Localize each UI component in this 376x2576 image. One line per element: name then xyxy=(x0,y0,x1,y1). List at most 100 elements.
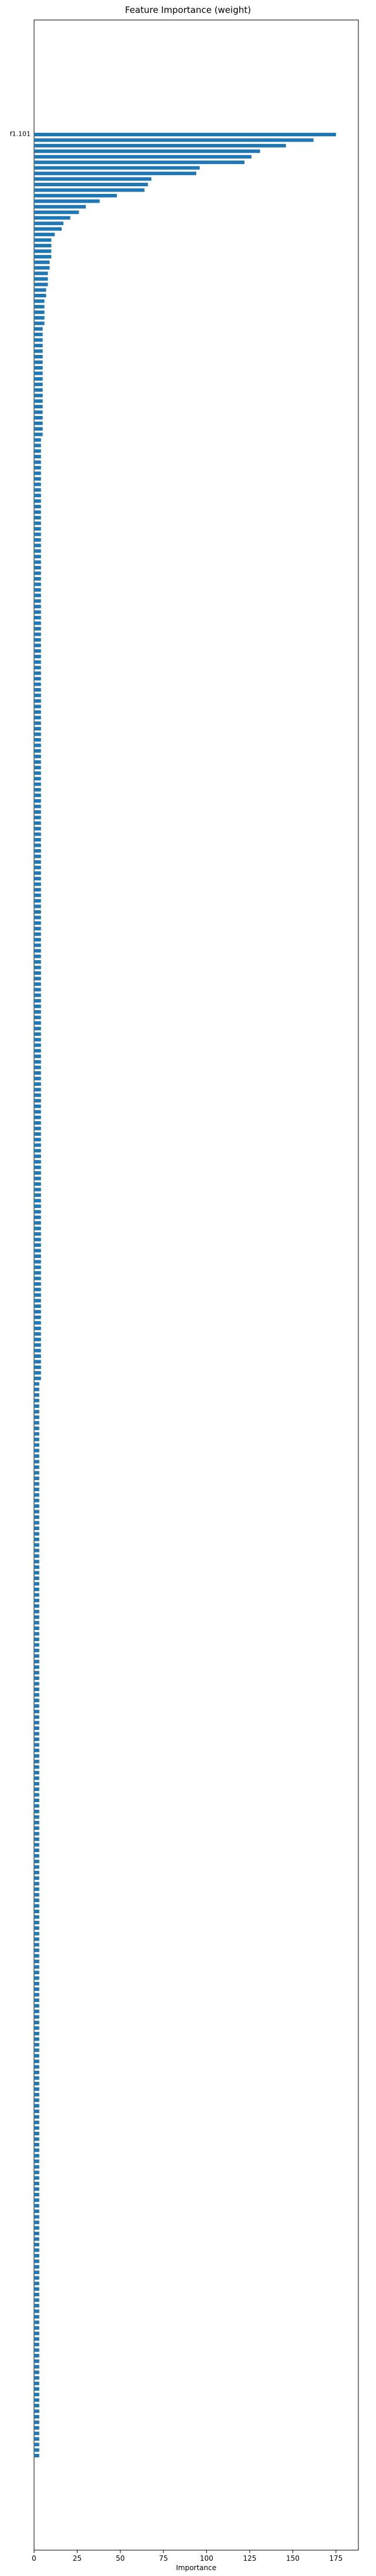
bar xyxy=(34,1865,39,1869)
bar xyxy=(34,2132,39,2135)
chart-title: Feature Importance (weight) xyxy=(125,5,251,15)
bar xyxy=(34,1893,39,1897)
bar xyxy=(34,1326,41,1330)
bar xyxy=(34,1849,39,1853)
bar xyxy=(34,421,43,425)
bar xyxy=(34,988,41,992)
bar xyxy=(34,610,41,614)
bars-layer xyxy=(34,133,336,2458)
bar xyxy=(34,1981,39,1985)
bar xyxy=(34,1632,39,1636)
bar xyxy=(34,1093,41,1097)
bar xyxy=(34,2309,39,2313)
bar xyxy=(34,1360,41,1364)
bar xyxy=(34,960,41,964)
bar xyxy=(34,1110,41,1114)
bar xyxy=(34,1232,41,1236)
bar xyxy=(34,2126,39,2130)
bar xyxy=(34,632,41,636)
bar xyxy=(34,1354,41,1358)
bar xyxy=(34,1310,41,1314)
bar xyxy=(34,204,86,209)
bar xyxy=(34,616,41,620)
bar xyxy=(34,938,41,942)
bar xyxy=(34,1487,39,1491)
bar xyxy=(34,710,41,714)
bar xyxy=(34,2315,39,2319)
bar xyxy=(34,2354,39,2357)
bar xyxy=(34,1976,39,1980)
bar xyxy=(34,2248,39,2252)
bar xyxy=(34,1088,41,1092)
bar xyxy=(34,1876,39,1880)
bar xyxy=(34,1221,41,1225)
bar xyxy=(34,2171,39,2175)
bar xyxy=(34,260,50,264)
bar xyxy=(34,866,41,870)
bar xyxy=(34,1271,41,1275)
bar xyxy=(34,1260,41,1264)
bar xyxy=(34,1160,41,1164)
bar xyxy=(34,365,43,370)
bar xyxy=(34,977,41,981)
bar xyxy=(34,1943,39,1947)
bar xyxy=(34,1027,41,1031)
bar xyxy=(34,893,41,897)
bar xyxy=(34,2071,39,2075)
bar xyxy=(34,2364,39,2369)
bar xyxy=(34,1609,39,1614)
bar xyxy=(34,716,41,720)
bar xyxy=(34,1799,39,1802)
bar xyxy=(34,777,41,781)
bar xyxy=(34,449,41,453)
bar xyxy=(34,2332,39,2336)
bar xyxy=(34,233,55,237)
bar xyxy=(34,2426,39,2430)
bar xyxy=(34,1304,41,1308)
bar xyxy=(34,1293,41,1297)
bar xyxy=(34,1881,39,1886)
bar xyxy=(34,2282,39,2286)
bar xyxy=(34,810,41,814)
bar xyxy=(34,2076,39,2080)
bar xyxy=(34,705,41,709)
bar xyxy=(34,1188,41,1192)
bar xyxy=(34,349,43,353)
bar xyxy=(34,1493,39,1497)
bar xyxy=(34,1154,41,1158)
bar xyxy=(34,843,41,847)
bar xyxy=(34,288,46,292)
bar xyxy=(34,1282,41,1286)
bar xyxy=(34,1054,41,1058)
bar xyxy=(34,455,41,459)
bar xyxy=(34,888,41,892)
bar xyxy=(34,582,41,586)
bar xyxy=(34,2060,39,2064)
bar xyxy=(34,222,63,226)
bar xyxy=(34,793,41,797)
bar xyxy=(34,1343,41,1347)
bar xyxy=(34,2187,39,2191)
bar xyxy=(34,738,41,742)
bar xyxy=(34,1143,41,1147)
bar xyxy=(34,1387,39,1391)
bar xyxy=(34,2121,39,2125)
bar xyxy=(34,172,196,176)
bar xyxy=(34,2320,39,2325)
bar xyxy=(34,1910,39,1913)
bar xyxy=(34,1648,39,1652)
y-tick-labels: f1.101 xyxy=(10,130,31,138)
bar xyxy=(34,488,41,492)
bar xyxy=(34,1393,39,1397)
bar xyxy=(34,2404,39,2408)
bar xyxy=(34,2148,39,2152)
bar xyxy=(34,2226,39,2230)
x-tick-label: 100 xyxy=(200,2554,213,2562)
bar xyxy=(34,1498,39,1502)
bar xyxy=(34,910,41,914)
bar xyxy=(34,660,41,664)
bar xyxy=(34,1815,39,1819)
bar xyxy=(34,1249,41,1253)
bar xyxy=(34,2287,39,2291)
bar xyxy=(34,405,43,409)
